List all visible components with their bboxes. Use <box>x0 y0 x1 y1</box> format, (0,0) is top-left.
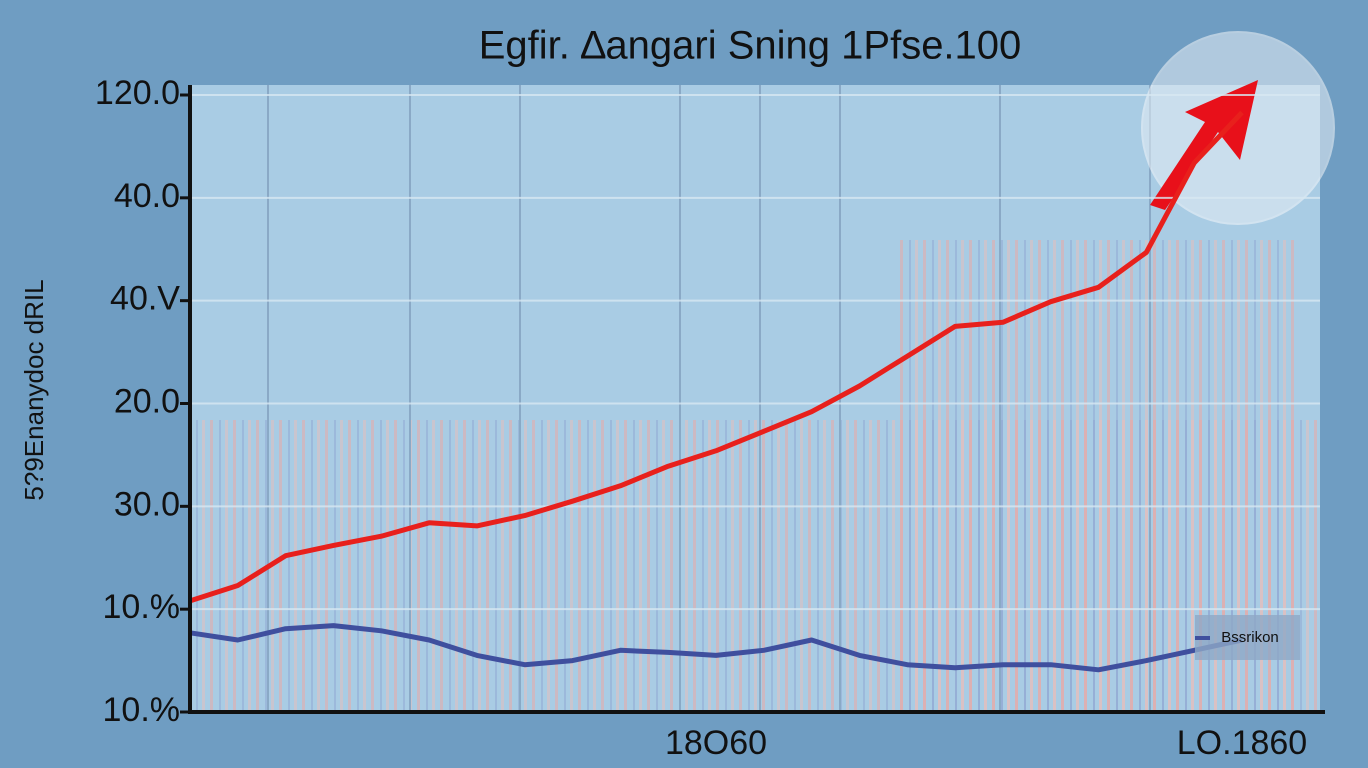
y-tick-label: 40.V <box>110 280 180 318</box>
x-tick-label: LO.1860 <box>1177 724 1307 762</box>
series-line <box>189 110 1244 604</box>
trend-arrow <box>1150 80 1258 210</box>
y-tick-label: 30.0 <box>114 485 180 523</box>
y-tick-label: 10.% <box>103 588 181 626</box>
x-tick-label: 18O60 <box>665 724 767 762</box>
y-tick-label: 10.% <box>103 691 181 729</box>
series-line <box>189 623 1243 673</box>
y-tick-label: 40.0 <box>114 177 180 215</box>
y-tick-label: 120.0 <box>95 74 180 112</box>
y-tick-label: 20.0 <box>114 382 180 420</box>
legend-label: Bssrikon <box>1221 629 1279 646</box>
vertical-rules <box>267 85 1151 712</box>
chart-title: Egfir. ∆angari Sning 1Pfse.100 <box>479 24 1022 68</box>
legend-box <box>1195 615 1300 660</box>
y-axis-label: 5?9Enanydoc dRIL <box>19 279 49 500</box>
